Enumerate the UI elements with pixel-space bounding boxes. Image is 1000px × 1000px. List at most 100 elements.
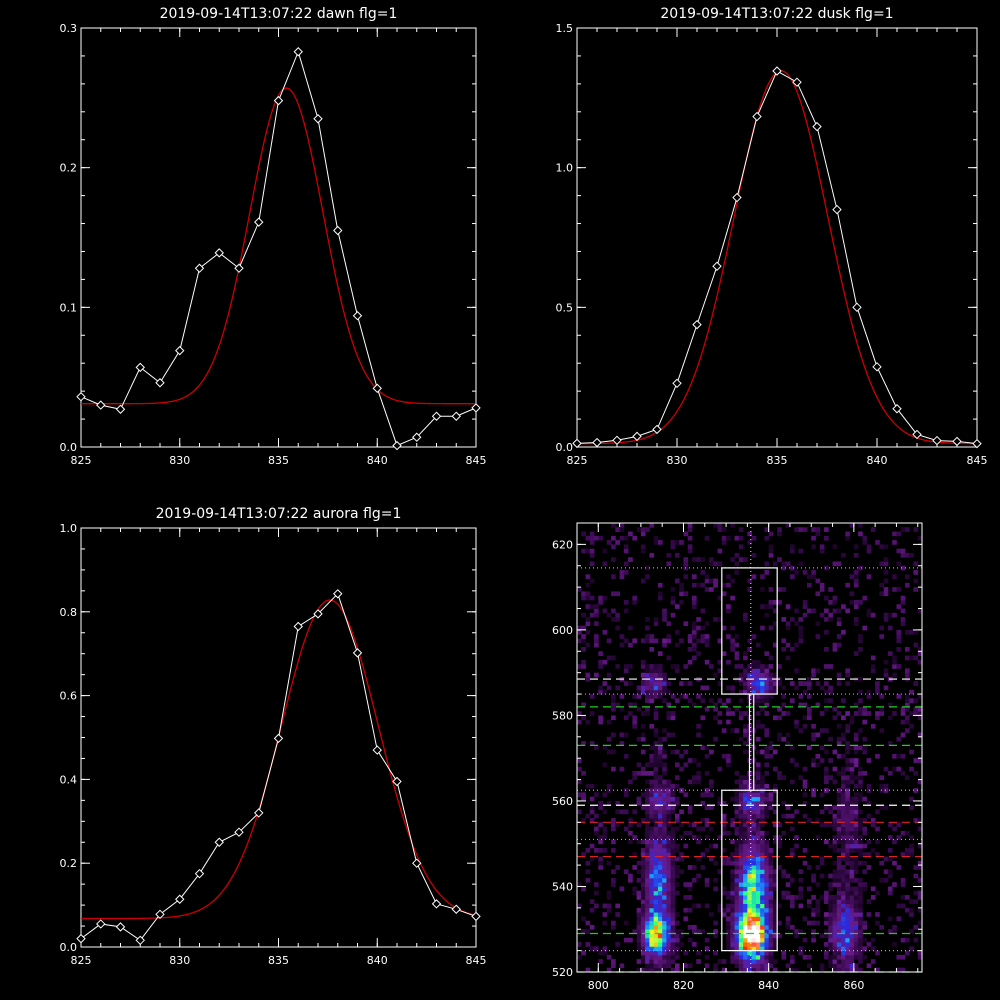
heatmap-cell [875,685,880,691]
heatmap-cell [636,736,642,742]
heatmap-cell [717,527,723,532]
heatmap-cell [738,865,744,870]
heatmap-cell [887,916,893,922]
heatmap-cell [917,715,923,721]
heatmap-cell [683,916,689,922]
heatmap-cell [598,664,603,669]
heatmap-cell [683,621,689,627]
heatmap-cell [751,950,757,956]
heatmap-cell [836,899,842,904]
heatmap-cell [875,689,880,695]
heatmap-cell [828,736,833,742]
heatmap-cell [632,715,638,721]
heatmap-cell [832,860,838,866]
heatmap-cell [721,728,727,733]
heatmap-cell [649,869,655,875]
heatmap-cell [657,762,663,768]
heatmap-cell [845,886,850,892]
heatmap-cell [649,890,655,896]
heatmap-cell [743,723,748,729]
heatmap-cell [717,561,723,567]
heatmap-cell [819,758,825,763]
heatmap-cell [768,890,774,896]
heatmap-cell [721,826,727,832]
heatmap-cell [819,963,825,969]
heatmap-cell [836,736,842,742]
heatmap-cell [858,531,863,537]
heatmap-cell [887,886,893,892]
heatmap-cell [645,886,650,892]
heatmap-cell [913,527,919,532]
heatmap-cell [632,929,638,934]
heatmap-cell [730,886,735,892]
data-point [952,436,962,447]
heatmap-cell [649,552,655,558]
heatmap-cell [841,847,846,853]
heatmap-cell [751,796,757,802]
heatmap-cell [738,933,744,939]
heatmap-cell [657,595,663,601]
heatmap-cell [747,681,753,686]
heatmap-cell [649,762,655,768]
data-point [234,263,244,273]
heatmap-cell [768,587,774,592]
heatmap-cell [764,745,770,751]
heatmap-cell [768,655,774,661]
heatmap-cell [683,950,689,956]
heatmap-cell [615,591,620,597]
heatmap-cell [858,847,863,853]
heatmap-cell [862,826,868,832]
data-point [76,392,86,402]
heatmap-cell [623,664,629,669]
heatmap-cell [721,591,727,597]
heatmap-cell [772,937,778,943]
heatmap-cell [717,681,723,686]
heatmap-cell [615,527,620,532]
heatmap-cell [768,877,774,883]
heatmap-cell [640,852,646,857]
heatmap-cell [777,599,782,605]
heatmap-cell [768,959,774,964]
heatmap-cell [768,745,774,751]
heatmap-cell [653,813,659,819]
heatmap-cell [747,882,753,887]
heatmap-cell [734,856,740,862]
heatmap-cell [674,946,680,952]
heatmap-cell [700,715,706,721]
heatmap-cell [904,775,910,780]
heatmap-cell [777,715,782,721]
heatmap-cell [747,920,753,926]
heatmap-cell [692,702,697,708]
heatmap-cell [594,826,599,832]
heatmap-cell [892,942,897,947]
data-point [392,440,402,451]
y-tick-label: 0.4 [60,773,78,786]
heatmap-cell [841,873,846,879]
heatmap-cell [845,890,850,896]
heatmap-cell [845,916,850,922]
heatmap-cell [785,561,791,567]
heatmap-cell [764,694,770,699]
heatmap-cell [832,544,838,550]
heatmap-cell [811,668,816,674]
heatmap-cell [892,929,897,934]
heatmap-cell [845,758,850,763]
heatmap-cell [730,557,735,562]
heatmap-cell [598,535,603,541]
data-point [412,432,422,442]
heatmap-cell [717,659,723,665]
heatmap-cell [602,762,608,768]
heatmap-cell [666,950,672,956]
heatmap-cell [828,758,833,763]
heatmap-cell [853,574,859,579]
heatmap-cell [666,792,672,798]
heatmap-cell [589,548,595,554]
x-tick-label: 840 [367,954,388,967]
heatmap-cell [726,924,731,930]
heatmap-cell [657,950,663,956]
heatmap-cell [760,818,765,823]
heatmap-cell [794,762,799,768]
heatmap-cell [696,617,701,622]
heatmap-cell [594,882,599,887]
heatmap-cell [811,736,816,742]
